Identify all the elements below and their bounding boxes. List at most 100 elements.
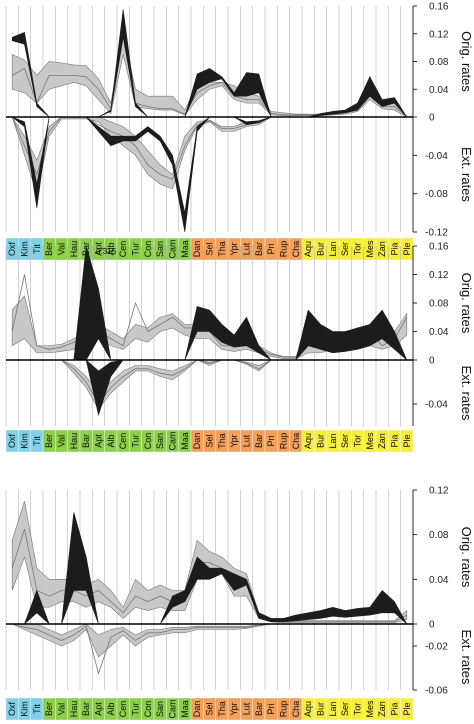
stage-label: Hau [69,433,79,450]
stage-label: Cen [118,433,128,450]
orig-dark-band [11,9,408,118]
y-tick-label: -0.02 [425,642,448,653]
panel-bottom: 0.12 0.08 0.04 0 -0.02 -0.06 Orig. rates Ext. r… [5,486,474,721]
stage-label: Cen [118,241,128,258]
stage-label: Con [143,433,153,450]
stage-label: Bar [81,702,91,716]
stage-label: Bur [316,702,326,716]
stage-label: Pri [266,704,276,715]
ext-line [11,116,407,180]
stage-label: Maa [180,432,190,450]
stage-strip: OxfKimTitBerValHauBarAptAlbCenTurConSanC… [5,237,414,261]
stage-label: Mes [365,700,375,718]
stage-label: Tur [131,434,141,447]
stage-label: Tor [353,243,363,256]
y-tick-label: 0.04 [429,85,449,96]
y-tick-label: 0.12 [429,270,449,281]
stage-label: Lan [328,701,338,716]
stage-label: Apt [94,702,104,716]
stage-label: Alb [106,702,116,715]
ext-line [12,359,407,405]
stage-label: Cha [291,701,301,718]
stage-cell [400,697,414,721]
stage-label: San [155,433,165,449]
stage-label: Hau [69,701,79,718]
stage-label: Oxf [7,242,17,257]
orig-rates-title: Orig. rates [459,527,474,588]
stage-label: Tit [32,436,42,446]
stage-label: Pri [266,244,276,255]
stage-label: Tur [131,702,141,715]
ext-dark-band [11,116,407,233]
stage-label: Cen [118,701,128,718]
orig-light-band [11,33,408,118]
orig-light-band [11,501,408,624]
y-tick-label: 0.04 [429,327,449,338]
y-tick-label: -0.06 [425,686,448,697]
stage-label: San [155,701,165,717]
stage-label: Tha [217,433,227,449]
stage-label: Rup [279,701,289,718]
y-tick-label: 0 [429,113,435,124]
stage-label: Lan [328,433,338,448]
stage-label: Bur [316,242,326,256]
stage-label: Ber [44,702,54,716]
y-tick-label: -0.08 [425,189,448,200]
stage-label: Pia [390,434,400,447]
ext-rates-title: Ext. rates [459,147,474,202]
ext-light-band [12,359,407,411]
stage-label: Tit [32,244,42,254]
stage-label: Bar [254,434,264,448]
stage-label: Tur [131,242,141,255]
orig-dark-band [12,512,408,625]
stage-label: Lan [328,241,338,256]
stage-label: Maa [180,240,190,258]
stage-label: Zan [377,701,387,717]
stage-label: Mes [365,432,375,450]
stage-label: Lut [242,702,252,715]
stage-label: Tha [217,701,227,717]
stage-label: Tor [353,435,363,448]
y-tick-label: 0.16 [429,242,449,253]
stage-label: Kim [20,433,30,449]
y-tick-label: 0.08 [429,530,449,541]
y-tick-label: 0 [429,620,435,631]
stage-label: Bur [316,434,326,448]
stage-label: Ser [340,434,350,448]
stage-label: Cha [291,433,301,450]
orig-rates-title: Orig. rates [459,273,474,334]
stage-label: Kim [20,701,30,717]
stage-label: Dan [192,701,202,718]
panel-top: 0.16 0.12 0.08 0.04 0 -0.04 -0.08 -0.12 Orig. ra… [5,2,474,261]
stage-label: Zan [377,241,387,257]
stage-label: Lut [242,242,252,255]
stage-label: Aqu [303,433,313,449]
stage-label: Ple [402,434,412,447]
y-tick-label: 0.08 [429,299,449,310]
stage-label: Val [57,243,67,255]
stage-label: Pia [390,702,400,715]
y-tick-label: 0.16 [429,2,449,13]
stage-label: Tit [32,704,42,714]
stage-cell [400,429,414,453]
stage-label: Dan [192,241,202,258]
stage-label: Ber [44,434,54,448]
stage-label: Zan [377,433,387,449]
y-tick-label: -0.04 [425,400,448,411]
stage-label: Ple [402,242,412,255]
ext-light-band [12,623,407,658]
ext-rates-title: Ext. rates [459,366,474,421]
stage-label: Aqu [303,701,313,717]
y-tick-label: 0 [429,356,435,367]
stage-label: Sel [205,434,215,447]
y-tick-label: 0.08 [429,57,449,68]
stage-label: Sel [205,242,215,255]
stage-label: Con [143,701,153,718]
stage-label: Mes [365,240,375,258]
peak-annotation: 0.315 [96,247,117,256]
stage-label: Aqu [303,241,313,257]
stage-label: Pri [266,436,276,447]
stage-label: Ser [340,702,350,716]
